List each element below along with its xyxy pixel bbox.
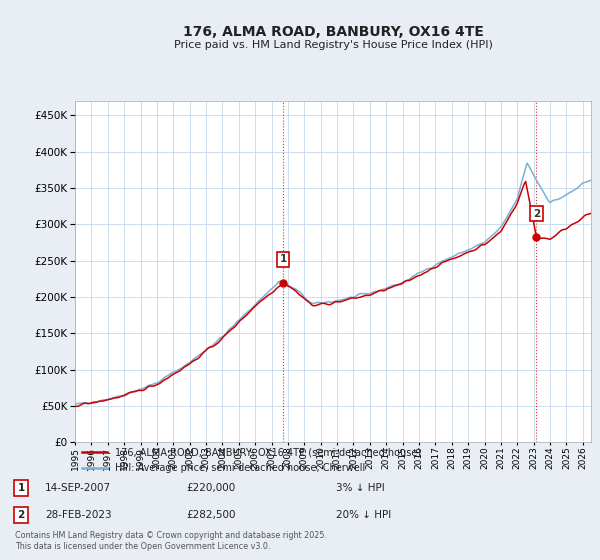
Text: £220,000: £220,000	[186, 483, 235, 493]
Text: Contains HM Land Registry data © Crown copyright and database right 2025.
This d: Contains HM Land Registry data © Crown c…	[15, 530, 327, 552]
Text: 20% ↓ HPI: 20% ↓ HPI	[336, 510, 391, 520]
Text: 14-SEP-2007: 14-SEP-2007	[45, 483, 111, 493]
Text: 3% ↓ HPI: 3% ↓ HPI	[336, 483, 385, 493]
Text: 2: 2	[533, 209, 540, 219]
Text: 1: 1	[280, 254, 287, 264]
Text: 28-FEB-2023: 28-FEB-2023	[45, 510, 112, 520]
Text: 176, ALMA ROAD, BANBURY, OX16 4TE: 176, ALMA ROAD, BANBURY, OX16 4TE	[182, 25, 484, 39]
Text: HPI: Average price, semi-detached house, Cherwell: HPI: Average price, semi-detached house,…	[115, 463, 365, 473]
Text: Price paid vs. HM Land Registry's House Price Index (HPI): Price paid vs. HM Land Registry's House …	[173, 40, 493, 50]
Text: £282,500: £282,500	[186, 510, 235, 520]
Text: 2: 2	[17, 510, 25, 520]
Text: 1: 1	[17, 483, 25, 493]
Text: 176, ALMA ROAD, BANBURY, OX16 4TE (semi-detached house): 176, ALMA ROAD, BANBURY, OX16 4TE (semi-…	[115, 447, 421, 457]
